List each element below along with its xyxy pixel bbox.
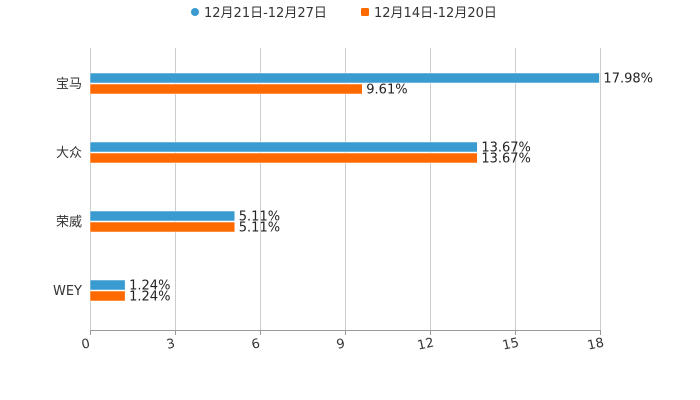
bar-series-1 bbox=[89, 141, 478, 153]
bar-series-2 bbox=[89, 290, 126, 302]
legend-marker-series-2 bbox=[361, 8, 369, 16]
data-label: 1.24% bbox=[129, 279, 170, 294]
category-label: 荣威 bbox=[56, 215, 82, 230]
x-tick-label: 0 bbox=[80, 336, 91, 352]
bar-series-2 bbox=[89, 221, 236, 233]
data-label: 13.67% bbox=[481, 141, 531, 156]
data-label: 13.67% bbox=[481, 152, 531, 167]
data-label: 5.11% bbox=[239, 210, 280, 225]
x-tick-label: 6 bbox=[250, 336, 261, 352]
x-axis: 0 3 6 9 12 15 18 bbox=[80, 330, 605, 354]
grid-lines bbox=[90, 48, 601, 330]
category-label: 宝马 bbox=[56, 77, 82, 92]
bars bbox=[89, 72, 600, 302]
x-tick-label: 15 bbox=[501, 336, 520, 354]
data-label: 9.61% bbox=[366, 83, 407, 98]
data-labels: 17.98% 9.61% 13.67%13.67% 5.11%5.11% 1.24%1.… bbox=[129, 72, 653, 305]
bar-series-2 bbox=[89, 83, 363, 95]
bar-series-2 bbox=[89, 152, 478, 164]
data-label: 5.11% bbox=[239, 221, 280, 236]
bar-series-1 bbox=[89, 279, 126, 291]
x-tick-label: 12 bbox=[416, 336, 435, 354]
bar-series-1 bbox=[89, 210, 236, 222]
x-tick-label: 18 bbox=[586, 336, 605, 354]
x-tick-label: 9 bbox=[335, 336, 346, 352]
data-label: 17.98% bbox=[603, 72, 653, 87]
data-label: 1.24% bbox=[129, 290, 170, 305]
category-label: 大众 bbox=[56, 146, 82, 161]
legend-label: 12月21日-12月27日 bbox=[204, 6, 327, 21]
category-label: WEY bbox=[53, 284, 82, 299]
x-tick-label: 3 bbox=[165, 336, 176, 352]
legend-label: 12月14日-12月20日 bbox=[374, 6, 497, 21]
bar-series-1 bbox=[89, 72, 600, 84]
legend: 12月21日-12月27日 12月14日-12月20日 bbox=[191, 6, 497, 21]
legend-marker-series-1 bbox=[191, 8, 199, 16]
